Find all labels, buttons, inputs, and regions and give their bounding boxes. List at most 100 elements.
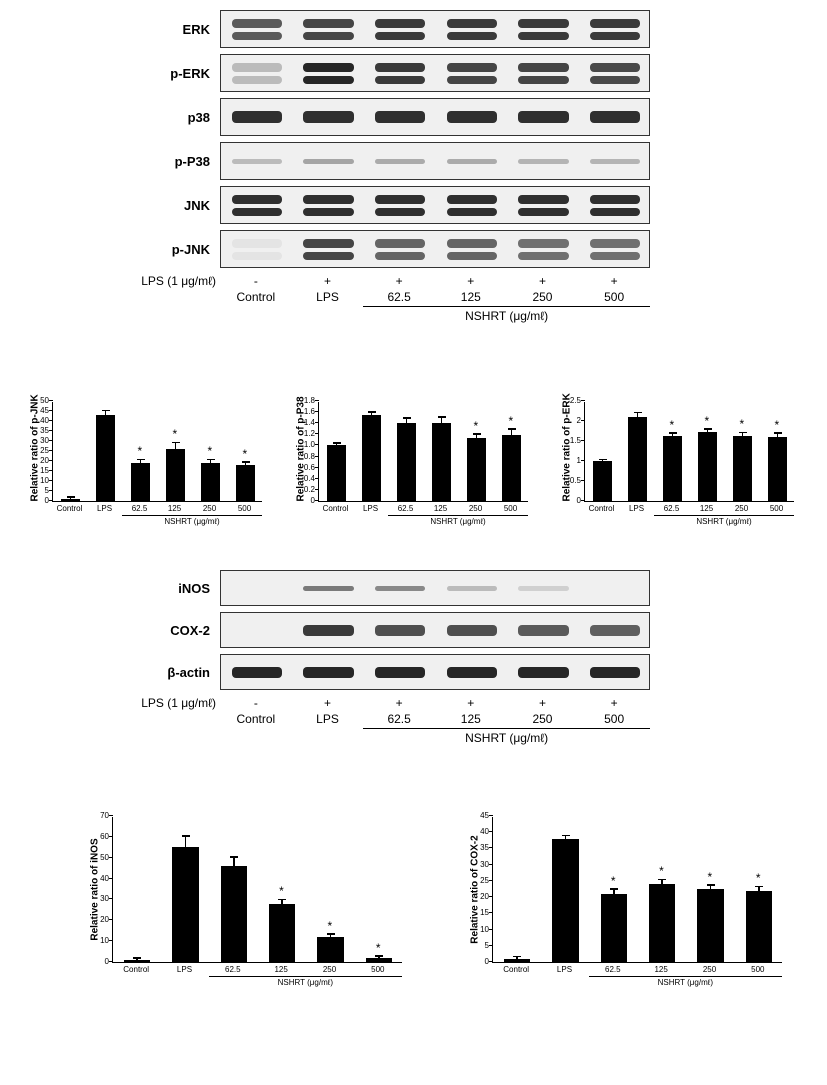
lps-value: + — [507, 696, 579, 710]
blot-row-p-P38: p-P38 — [150, 142, 650, 180]
significance-marker: * — [376, 941, 381, 955]
blot-label: JNK — [150, 198, 220, 213]
bar — [201, 463, 220, 501]
blot-label: iNOS — [150, 581, 220, 596]
bar — [236, 465, 255, 501]
treatment-underline-row: NSHRT (μg/mℓ) — [150, 304, 650, 323]
blot-label: p-P38 — [150, 154, 220, 169]
blot-box — [220, 142, 650, 180]
lps-label: LPS (1 μg/mℓ) — [120, 696, 220, 710]
lps-value: - — [220, 696, 292, 710]
xtick-label: Control — [52, 504, 87, 513]
lps-value: + — [292, 274, 364, 288]
xtick-label: Control — [112, 965, 160, 974]
bar — [96, 415, 115, 501]
xtick-label: 250 — [305, 965, 353, 974]
blot-row-JNK: JNK — [150, 186, 650, 224]
blot-box — [220, 186, 650, 224]
big-charts-row: 010203040506070Relative ratio of iNOS***… — [70, 805, 790, 993]
blot-row-iNOS: iNOS — [150, 570, 650, 606]
small-charts-row: 05101520253035404550Relative ratio of p-… — [20, 390, 800, 530]
y-axis-label: Relative ratio of p-P38 — [296, 402, 307, 502]
lps-value: + — [435, 696, 507, 710]
bar — [746, 891, 773, 962]
category-label: 125 — [435, 290, 507, 304]
category-label: 125 — [435, 712, 507, 726]
bar — [502, 435, 521, 501]
y-axis-label: Relative ratio of COX-2 — [470, 817, 481, 963]
treatment-label: NSHRT (μg/mℓ) — [209, 978, 402, 987]
blot-row-p38: p38 — [150, 98, 650, 136]
bar — [552, 839, 579, 962]
category-label: 500 — [578, 290, 650, 304]
blot-row-β-actin: β-actin — [150, 654, 650, 690]
plot-area: 010203040506070Relative ratio of iNOS*** — [112, 817, 402, 963]
category-row: ControlLPS62.5125250500 — [150, 290, 650, 304]
significance-marker: * — [509, 414, 514, 428]
treatment-label: NSHRT (μg/mℓ) — [122, 517, 262, 526]
treatment-label: NSHRT (μg/mℓ) — [388, 517, 528, 526]
bar — [733, 436, 752, 501]
significance-marker: * — [474, 419, 479, 433]
blot-box — [220, 10, 650, 48]
blot-box — [220, 612, 650, 648]
blot-box — [220, 654, 650, 690]
xtick-label: 500 — [759, 504, 794, 513]
lps-label: LPS (1 μg/mℓ) — [120, 274, 220, 288]
significance-marker: * — [705, 414, 710, 428]
blot-label: p-ERK — [150, 66, 220, 81]
blot-label: β-actin — [150, 665, 220, 680]
xtick-label: 62.5 — [122, 504, 157, 513]
xtick-label: 125 — [257, 965, 305, 974]
bar — [269, 904, 296, 962]
category-label: LPS — [292, 712, 364, 726]
bar — [432, 423, 451, 501]
bar — [593, 461, 612, 501]
xtick-label: 500 — [227, 504, 262, 513]
category-label: 62.5 — [363, 290, 435, 304]
significance-marker: * — [740, 417, 745, 431]
significance-marker: * — [756, 871, 761, 885]
xtick-label: 125 — [157, 504, 192, 513]
blot-box — [220, 54, 650, 92]
lps-value: + — [363, 696, 435, 710]
blot-label: p-JNK — [150, 242, 220, 257]
bar — [663, 436, 682, 501]
bar — [327, 445, 346, 501]
xtick-label: 125 — [689, 504, 724, 513]
bar-chart: 05101520253035404550Relative ratio of p-… — [20, 390, 268, 530]
bar — [601, 894, 628, 962]
category-label: 250 — [507, 290, 579, 304]
bar — [317, 937, 344, 962]
xtick-label: 125 — [637, 965, 685, 974]
lps-value: + — [363, 274, 435, 288]
xtick-label: LPS — [540, 965, 588, 974]
significance-marker: * — [173, 427, 178, 441]
blot-box — [220, 230, 650, 268]
xtick-label: Control — [584, 504, 619, 513]
bar — [628, 417, 647, 501]
bar — [698, 432, 717, 501]
bar — [166, 449, 185, 501]
western-blot-panel-2: iNOSCOX-2β-actinLPS (1 μg/mℓ)-+++++Contr… — [150, 570, 650, 745]
y-axis-label: Relative ratio of iNOS — [90, 817, 101, 963]
blot-label: p38 — [150, 110, 220, 125]
bar — [768, 437, 787, 501]
lps-value: + — [507, 274, 579, 288]
bar-chart: 010203040506070Relative ratio of iNOS***… — [70, 805, 410, 993]
bar — [649, 884, 676, 962]
treatment-label: NSHRT (μg/mℓ) — [363, 728, 650, 745]
bar-chart: 00.20.40.60.81.01.21.41.61.8Relative rat… — [286, 390, 534, 530]
blot-row-COX-2: COX-2 — [150, 612, 650, 648]
category-row: ControlLPS62.5125250500 — [150, 712, 650, 726]
xtick-label: Control — [492, 965, 540, 974]
significance-marker: * — [775, 418, 780, 432]
y-axis-label: Relative ratio of p-JNK — [30, 402, 41, 502]
xtick-label: 62.5 — [209, 965, 257, 974]
xtick-label: 62.5 — [654, 504, 689, 513]
xtick-label: 250 — [685, 965, 733, 974]
significance-marker: * — [659, 864, 664, 878]
blot-row-p-JNK: p-JNK — [150, 230, 650, 268]
category-label: LPS — [292, 290, 364, 304]
bar — [221, 866, 248, 962]
